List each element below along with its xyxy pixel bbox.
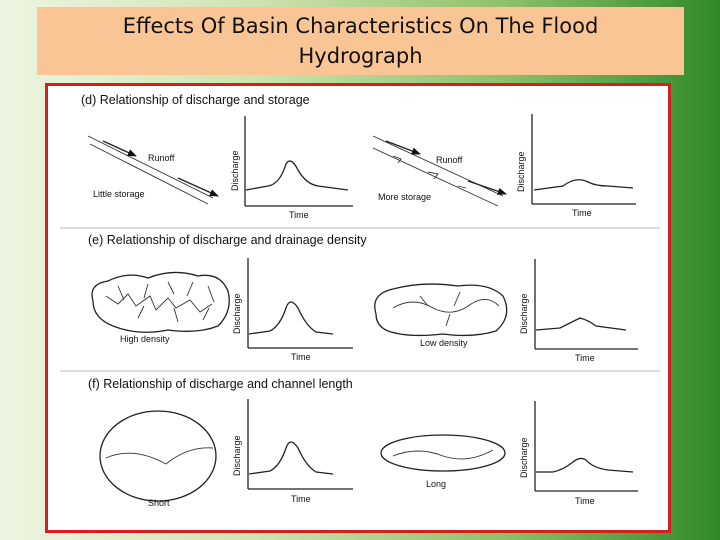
x-axis-label-f-right: Time	[575, 496, 595, 506]
y-axis-label-e-right: Discharge	[519, 293, 529, 334]
x-axis-label-e-right: Time	[575, 353, 595, 363]
y-axis-label-f-left: Discharge	[232, 435, 242, 476]
little-storage-sketch	[87, 135, 219, 205]
section-d-heading: (d) Relationship of discharge and storag…	[81, 93, 310, 107]
high-density-label: High density	[120, 334, 170, 344]
x-axis-label-d-left: Time	[289, 210, 309, 220]
short-channel-label: Short	[148, 498, 170, 508]
hydrograph-f-left	[247, 399, 353, 490]
y-axis-label-d-right: Discharge	[516, 151, 526, 192]
hydrograph-e-left	[247, 258, 353, 349]
diagram-panel: (d) Relationship of discharge and storag…	[45, 83, 671, 533]
low-density-basin	[374, 283, 508, 337]
long-channel-label: Long	[426, 479, 446, 489]
high-density-basin	[91, 271, 230, 333]
little-storage-label: Little storage	[93, 189, 145, 199]
x-axis-label-f-left: Time	[291, 494, 311, 504]
title-banner: Effects Of Basin Characteristics On The …	[37, 7, 684, 75]
hydrograph-f-right	[534, 401, 638, 492]
section-e-heading: (e) Relationship of discharge and draina…	[88, 233, 367, 247]
y-axis-label-d-left: Discharge	[230, 150, 240, 191]
hydrograph-d-left	[244, 116, 353, 207]
runoff-label-right: Runoff	[436, 155, 463, 165]
runoff-label-left: Runoff	[148, 153, 175, 163]
x-axis-label-d-right: Time	[572, 208, 592, 218]
hydrograph-d-right	[531, 114, 636, 205]
long-channel-basin	[380, 434, 506, 472]
page-title: Effects Of Basin Characteristics On The …	[122, 14, 599, 68]
low-density-label: Low density	[420, 338, 468, 348]
short-channel-basin	[99, 410, 217, 502]
hydrograph-e-right	[534, 259, 638, 350]
more-storage-label: More storage	[378, 192, 431, 202]
y-axis-label-e-left: Discharge	[232, 293, 242, 334]
x-axis-label-e-left: Time	[291, 352, 311, 362]
section-f-heading: (f) Relationship of discharge and channe…	[88, 377, 353, 391]
hydrograph-diagram: (d) Relationship of discharge and storag…	[60, 93, 660, 508]
y-axis-label-f-right: Discharge	[519, 437, 529, 478]
more-storage-sketch	[372, 135, 507, 207]
